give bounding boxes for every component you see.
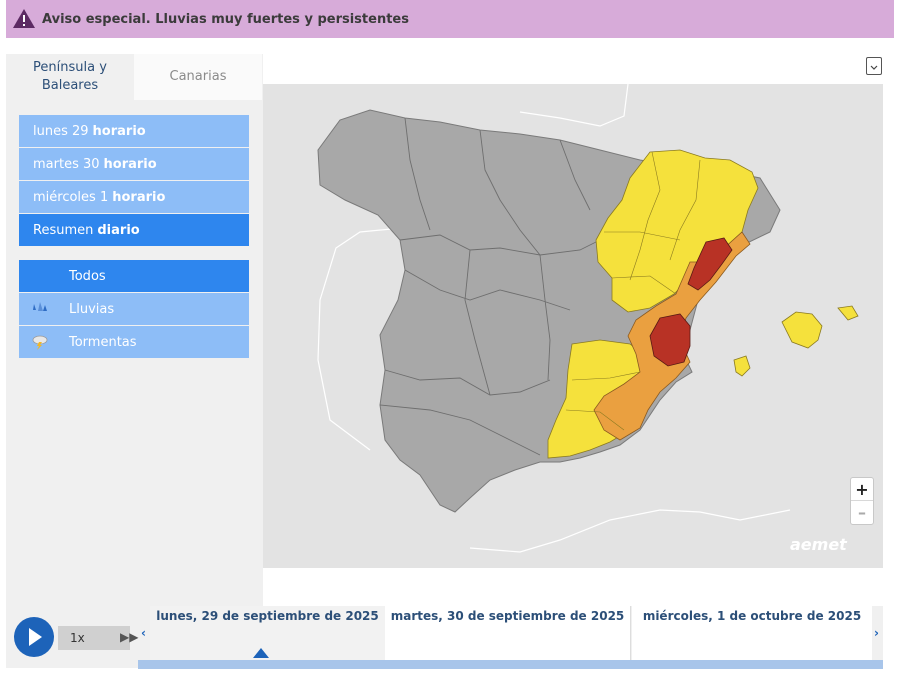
filter-label-storms: Tormentas — [69, 334, 137, 350]
day-button-wednesday[interactable]: miércoles 1 horario — [19, 181, 249, 213]
zoom-control: + – — [850, 477, 874, 525]
filter-label-all: Todos — [69, 268, 106, 284]
timeline-day-2[interactable]: martes, 30 de septiembre de 2025 — [385, 606, 631, 660]
zoom-in-button[interactable]: + — [851, 478, 873, 501]
alert-banner: Aviso especial. Lluvias muy fuertes y pe… — [6, 0, 894, 38]
side-panel: Península y Baleares Canarias lunes 29 ho… — [6, 54, 263, 606]
filter-label-rain: Lluvias — [69, 301, 115, 317]
day-button-daily-summary[interactable]: Resumen diario — [19, 214, 249, 246]
alert-title: Aviso especial. Lluvias muy fuertes y pe… — [42, 11, 409, 27]
play-button[interactable] — [14, 617, 54, 657]
timeline-track[interactable] — [138, 660, 883, 669]
warning-zone-yellow-balearic-ibiza — [733, 355, 751, 377]
day-button-summary-suffix: diario — [97, 222, 140, 238]
warning-zone-red-castellon — [687, 237, 733, 291]
day-button-wednesday-prefix: miércoles 1 — [33, 189, 109, 205]
timeline-day-3[interactable]: miércoles, 1 de octubre de 2025 — [632, 606, 872, 660]
timeline-next-arrow[interactable]: › — [874, 626, 879, 640]
day-button-tuesday[interactable]: martes 30 horario — [19, 148, 249, 180]
zoom-out-button[interactable]: – — [858, 503, 866, 522]
day-button-monday[interactable]: lunes 29 horario — [19, 115, 249, 147]
province-borders-colored — [565, 151, 701, 431]
aemet-logo: aemet — [790, 535, 847, 554]
region-borders — [379, 117, 601, 456]
day-button-summary-prefix: Resumen — [33, 222, 94, 238]
warning-zone-yellow-balearic-menorca — [837, 305, 859, 321]
day-button-monday-prefix: lunes 29 — [33, 123, 89, 139]
region-tabs: Península y Baleares Canarias — [6, 54, 263, 100]
portugal-border — [317, 227, 403, 451]
download-arrow-glyph — [870, 65, 878, 70]
speed-control[interactable]: 1x ▶▶ — [58, 626, 138, 650]
north-africa-coast — [469, 509, 791, 553]
fast-forward-icon[interactable]: ▶▶ — [120, 630, 139, 644]
rain-icon — [33, 302, 47, 311]
timeline-position-marker[interactable] — [253, 648, 269, 658]
filter-button-all[interactable]: Todos — [19, 260, 249, 292]
download-icon[interactable] — [866, 57, 882, 75]
storm-icon — [32, 335, 48, 350]
warnings-map[interactable] — [263, 84, 883, 568]
warning-zone-red-valencia — [649, 313, 691, 367]
warning-triangle-icon — [13, 9, 35, 28]
day-button-wednesday-suffix: horario — [112, 189, 166, 205]
timeline-prev-arrow[interactable]: ‹ — [141, 626, 146, 640]
tab-canarias[interactable]: Canarias — [134, 54, 262, 100]
day-button-tuesday-suffix: horario — [103, 156, 157, 172]
filter-button-rain[interactable]: Lluvias — [19, 293, 249, 325]
warning-zone-yellow-balearic-mallorca — [781, 311, 823, 349]
speed-value: 1x — [70, 631, 85, 645]
day-button-tuesday-prefix: martes 30 — [33, 156, 100, 172]
tab-peninsula-baleares[interactable]: Península y Baleares — [6, 54, 134, 100]
france-coast — [519, 84, 629, 127]
map-canvas — [317, 84, 859, 553]
day-button-monday-suffix: horario — [92, 123, 146, 139]
filter-button-storms[interactable]: Tormentas — [19, 326, 249, 358]
